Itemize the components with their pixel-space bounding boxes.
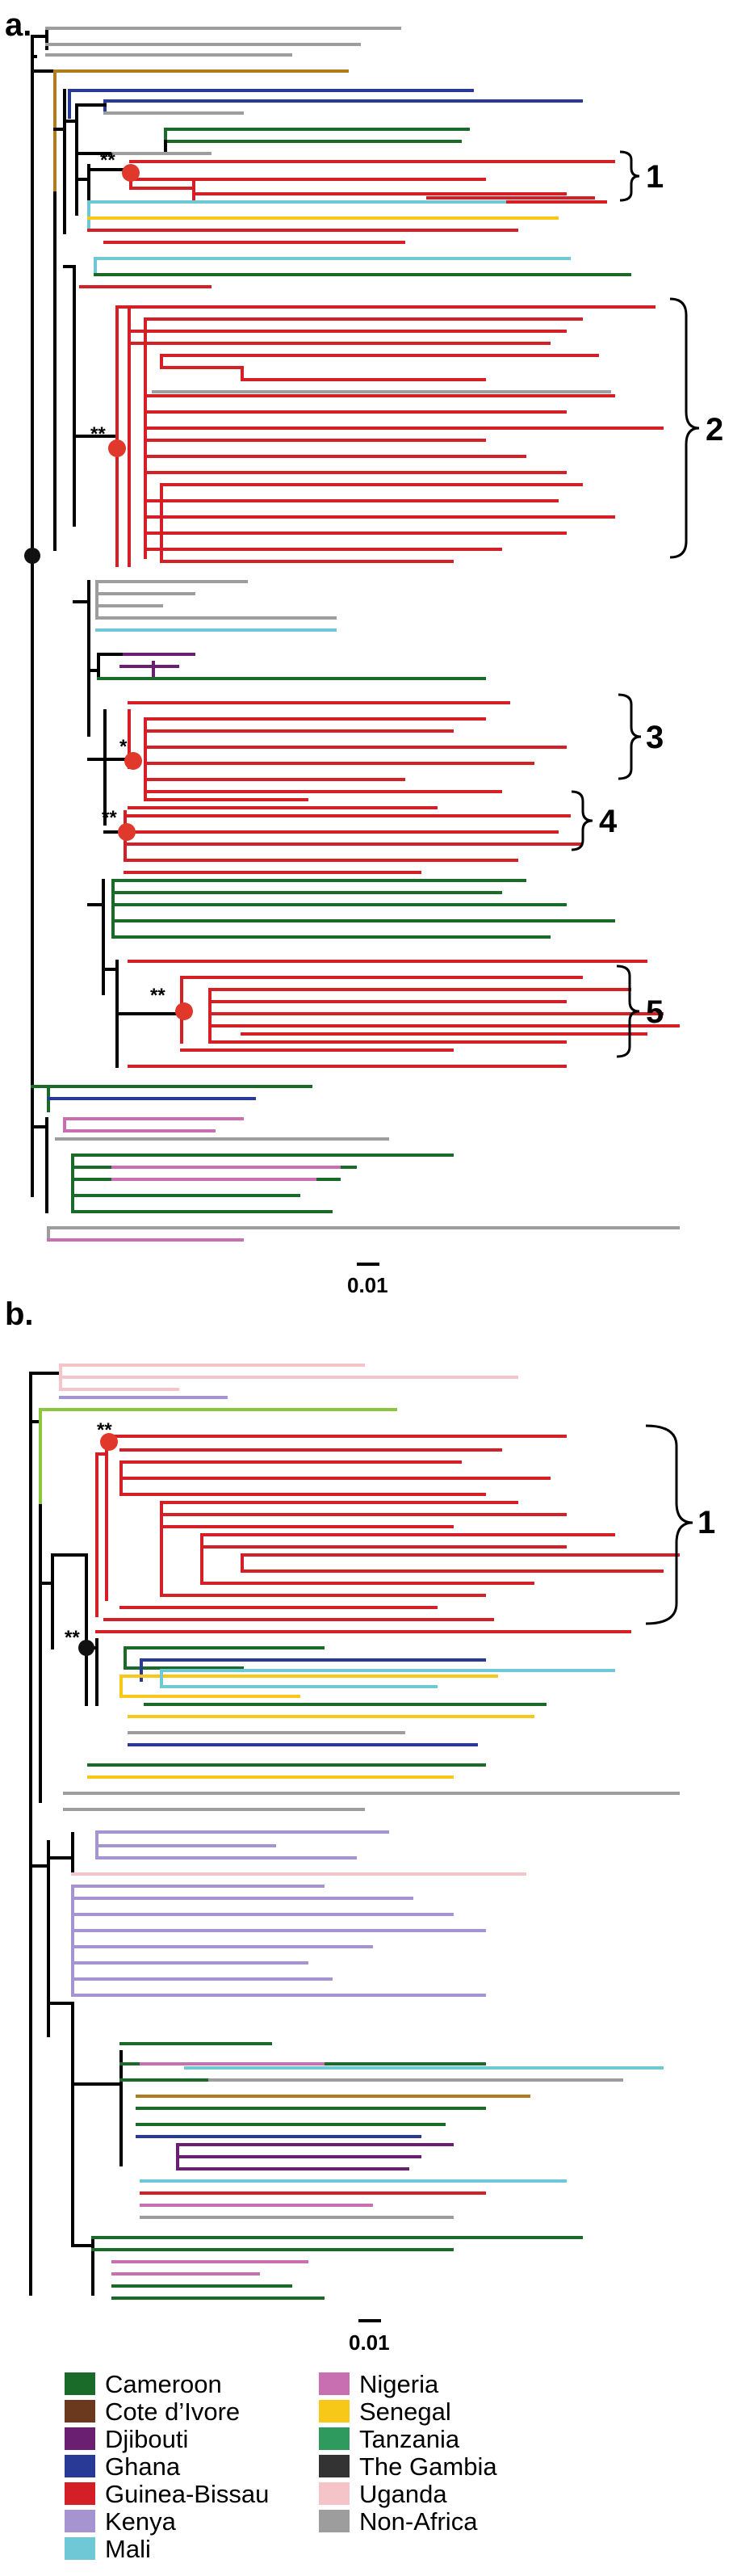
support-a4: ** xyxy=(102,807,117,829)
legend-swatch-the-gambia xyxy=(319,2455,350,2477)
support-b2: ** xyxy=(65,1627,80,1649)
clade-label-a2: 2 xyxy=(706,412,723,448)
legend-swatch-nigeria xyxy=(319,2372,350,2395)
node-clade-b1 xyxy=(100,1433,118,1451)
legend-swatch-guinea-bissau xyxy=(65,2482,95,2505)
legend-label-the-gambia: The Gambia xyxy=(359,2452,497,2481)
clade-label-a4: 4 xyxy=(599,804,618,839)
node-clade-a3 xyxy=(124,752,142,770)
legend-swatch-senegal xyxy=(319,2400,350,2423)
legend-swatch-ghana xyxy=(65,2455,95,2477)
node-clade-a5 xyxy=(175,1002,193,1020)
legend-swatch-tanzania xyxy=(319,2427,350,2450)
support-b1: ** xyxy=(97,1419,112,1441)
legend-label-djibouti: Djibouti xyxy=(105,2425,188,2453)
legend-label-uganda: Uganda xyxy=(359,2480,447,2508)
panel-b-tree xyxy=(29,1364,680,2300)
legend-label-tanzania: Tanzania xyxy=(359,2425,460,2453)
clade-label-a3: 3 xyxy=(646,720,664,755)
legend-swatch-uganda xyxy=(319,2482,350,2505)
clade-label-a1: 1 xyxy=(646,159,664,195)
node-clade-a1 xyxy=(122,164,140,182)
panel-a-tree xyxy=(31,27,680,1242)
legend-swatch-cote-d-ivore xyxy=(65,2400,95,2423)
legend-label-senegal: Senegal xyxy=(359,2397,451,2426)
node-mixed-b xyxy=(78,1640,94,1656)
legend-label-cote-d-ivore: Cote d’Ivore xyxy=(105,2397,240,2426)
legend-label-ghana: Ghana xyxy=(105,2452,181,2481)
support-a3: * xyxy=(119,736,128,758)
legend-swatch-cameroon xyxy=(65,2372,95,2395)
legend-swatch-djibouti xyxy=(65,2427,95,2450)
clade-label-a5: 5 xyxy=(646,994,664,1030)
legend-swatch-non-africa xyxy=(319,2510,350,2532)
node-root-a xyxy=(24,548,40,564)
node-clade-a2 xyxy=(108,439,126,457)
scale-label-a: 0.01 xyxy=(347,1273,388,1297)
legend-swatch-mali xyxy=(65,2537,95,2560)
legend-swatch-kenya xyxy=(65,2510,95,2532)
node-clade-a4 xyxy=(118,823,136,841)
support-a1: ** xyxy=(100,149,115,171)
support-a2: ** xyxy=(90,423,106,445)
clade-brackets-a xyxy=(571,150,700,1058)
clade-label-b1: 1 xyxy=(697,1505,715,1540)
legend-label-kenya: Kenya xyxy=(105,2507,177,2536)
legend-label-non-africa: Non-Africa xyxy=(359,2507,478,2536)
panel-b-label: b. xyxy=(5,1296,34,1332)
legend-label-cameroon: Cameroon xyxy=(105,2370,222,2398)
clade-brackets-b xyxy=(645,1424,693,1625)
legend-label-guinea-bissau: Guinea-Bissau xyxy=(105,2480,269,2508)
legend-label-nigeria: Nigeria xyxy=(359,2370,439,2398)
support-a5: ** xyxy=(150,985,165,1006)
scale-label-b: 0.01 xyxy=(349,2330,390,2355)
panel-a-label: a. xyxy=(5,7,31,43)
legend-label-mali: Mali xyxy=(105,2535,151,2563)
